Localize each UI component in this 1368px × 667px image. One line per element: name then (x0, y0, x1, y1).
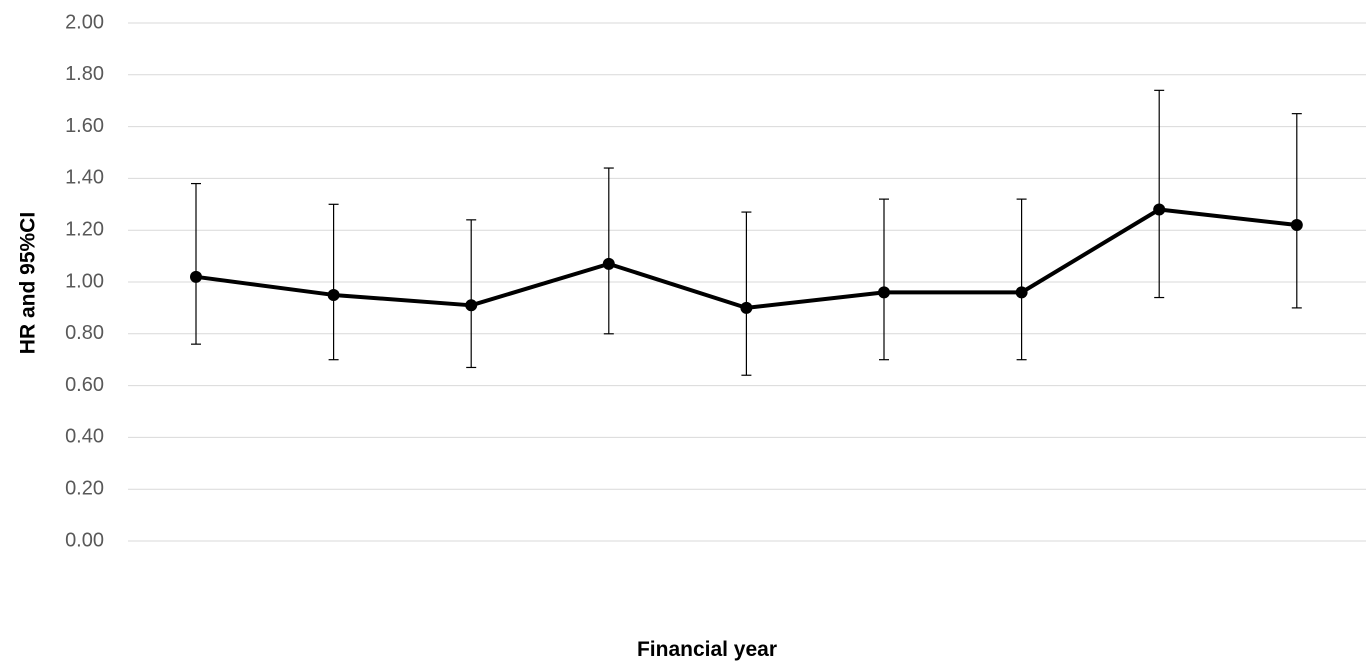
data-point (1153, 203, 1166, 216)
y-tick-label: 0.80 (65, 322, 104, 344)
error-bars (191, 89, 1302, 376)
error-bar (328, 203, 339, 361)
data-point (1290, 219, 1303, 232)
data-point (465, 299, 478, 312)
error-bar (741, 211, 752, 376)
data-point (327, 288, 340, 301)
y-tick-label: 0.00 (65, 529, 104, 551)
y-tick-label: 1.60 (65, 115, 104, 137)
y-tick-label: 2.00 (65, 11, 104, 33)
error-bar (1154, 89, 1165, 299)
data-point (878, 286, 890, 299)
y-tick-label: 0.40 (65, 426, 104, 448)
x-axis-title: Financial year (637, 638, 777, 661)
error-bar (466, 219, 477, 369)
data-point (190, 270, 202, 283)
error-bar (191, 182, 201, 345)
y-tick-label: 1.00 (65, 270, 104, 292)
error-bar (603, 167, 614, 335)
data-point (740, 301, 753, 314)
y-axis-tick-labels: 0.00 0.20 0.40 0.60 0.80 1.00 1.20 1.40 1.60 1.80… (65, 11, 104, 551)
error-bar (1016, 198, 1027, 361)
error-bar (879, 198, 889, 361)
y-axis-title: HR and 95%CI (17, 212, 40, 354)
data-point (1015, 286, 1028, 299)
y-tick-label: 1.40 (65, 167, 104, 189)
y-tick-label: 0.20 (65, 477, 104, 499)
y-tick-label: 1.20 (65, 218, 104, 240)
y-tick-label: 0.60 (65, 374, 104, 396)
y-tick-label: 1.80 (65, 63, 104, 85)
error-bar (1291, 113, 1302, 309)
data-point (602, 257, 615, 270)
point-markers (190, 203, 1303, 314)
